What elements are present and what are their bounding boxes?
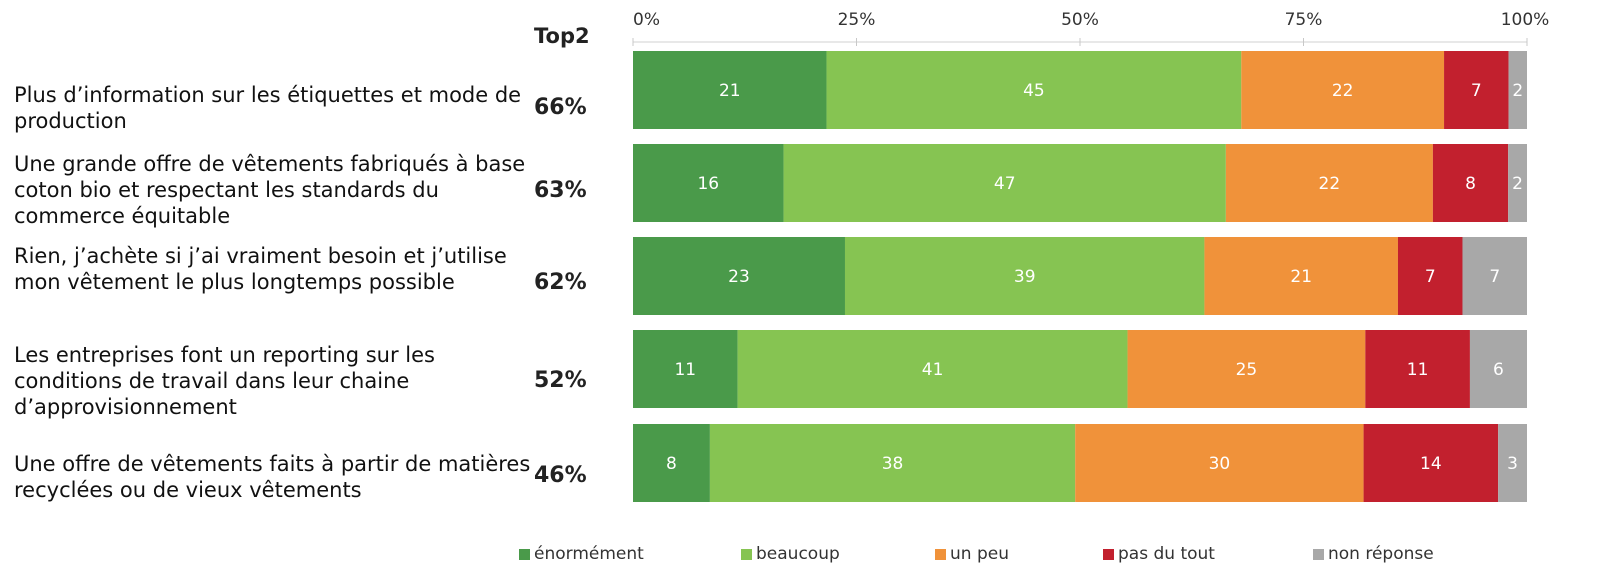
x-tick-label: 25% (838, 10, 876, 30)
data-label: 6 (1493, 360, 1504, 380)
top2-value: 46% (534, 463, 587, 488)
bar-segment (633, 237, 845, 315)
bar-segment (1204, 237, 1398, 315)
top2-value: 62% (534, 270, 587, 295)
x-tick-label: 75% (1285, 10, 1323, 30)
bar-segment (633, 51, 827, 129)
legend-label: non réponse (1328, 544, 1434, 564)
top2-value: 63% (534, 178, 587, 203)
data-label: 8 (1465, 174, 1476, 194)
bar-segment (1397, 237, 1463, 315)
data-label: 23 (728, 267, 750, 287)
category-label: Rien, j’achète si j’ai vraiment besoin e… (14, 244, 507, 294)
legend-label: beaucoup (756, 544, 840, 564)
bar-segment (1241, 51, 1445, 129)
data-label: 11 (674, 360, 696, 380)
bar-segment (844, 237, 1205, 315)
bar-segment (1365, 330, 1470, 408)
top2-header: Top2 (534, 24, 590, 48)
data-label: 14 (1420, 454, 1442, 474)
top2-value: 52% (534, 368, 587, 393)
data-label: 16 (697, 174, 719, 194)
bar-segment (709, 424, 1076, 502)
data-label: 45 (1023, 81, 1045, 101)
legend-item: non réponse (1313, 544, 1434, 564)
data-label: 41 (922, 360, 944, 380)
x-tick-label: 50% (1061, 10, 1099, 30)
data-label: 8 (666, 454, 677, 474)
bar-segment (737, 330, 1128, 408)
bar-segment (633, 330, 738, 408)
legend-item: pas du tout (1103, 544, 1215, 564)
legend-swatch (741, 548, 752, 560)
legend-label: un peu (950, 544, 1009, 564)
bar-segment (1075, 424, 1364, 502)
bar-segment (826, 51, 1242, 129)
top2-value: 66% (534, 95, 587, 120)
bar-segment (1508, 144, 1527, 222)
data-label: 22 (1319, 174, 1341, 194)
category-label: Les entreprises font un reporting sur le… (14, 343, 435, 419)
x-tick-label: 0% (633, 10, 660, 30)
bar-segment (1444, 51, 1509, 129)
bar-segment (633, 424, 710, 502)
legend-swatch (1313, 548, 1324, 560)
bar-segment (1432, 144, 1509, 222)
data-label: 11 (1407, 360, 1429, 380)
category-label: Une offre de vêtements faits à partir de… (14, 452, 531, 502)
data-label: 21 (1290, 267, 1312, 287)
data-label: 22 (1332, 81, 1354, 101)
legend-item: énormément (519, 544, 644, 564)
bar-segment (1508, 51, 1527, 129)
x-tick-label: 100% (1501, 10, 1550, 30)
bar-segment (1225, 144, 1433, 222)
data-label: 2 (1512, 174, 1523, 194)
bar-segment (1462, 237, 1527, 315)
bar-segment (1469, 330, 1527, 408)
legend-swatch (1103, 548, 1114, 560)
bar-segment (1363, 424, 1499, 502)
category-label: Plus d’information sur les étiquettes et… (14, 83, 522, 133)
data-label: 3 (1507, 454, 1518, 474)
legend-item: un peu (935, 544, 1009, 564)
data-label: 30 (1209, 454, 1231, 474)
legend: énormément beaucoup un peu pas du tout non r… (0, 544, 1620, 580)
data-label: 2 (1512, 81, 1523, 101)
legend-swatch (519, 548, 530, 560)
legend-swatch (935, 548, 946, 560)
bar-segment (783, 144, 1226, 222)
data-label: 7 (1489, 267, 1500, 287)
data-label: 39 (1014, 267, 1036, 287)
data-label: 47 (994, 174, 1016, 194)
data-label: 25 (1236, 360, 1258, 380)
data-label: 7 (1425, 267, 1436, 287)
legend-label: énormément (534, 544, 644, 564)
bar-segment (633, 144, 784, 222)
data-label: 7 (1471, 81, 1482, 101)
data-label: 38 (882, 454, 904, 474)
bar-segment (1127, 330, 1366, 408)
bar-segment (1498, 424, 1527, 502)
category-label: Une grande offre de vêtements fabriqués … (14, 152, 526, 228)
legend-label: pas du tout (1118, 544, 1215, 564)
data-label: 21 (719, 81, 741, 101)
legend-item: beaucoup (741, 544, 840, 564)
